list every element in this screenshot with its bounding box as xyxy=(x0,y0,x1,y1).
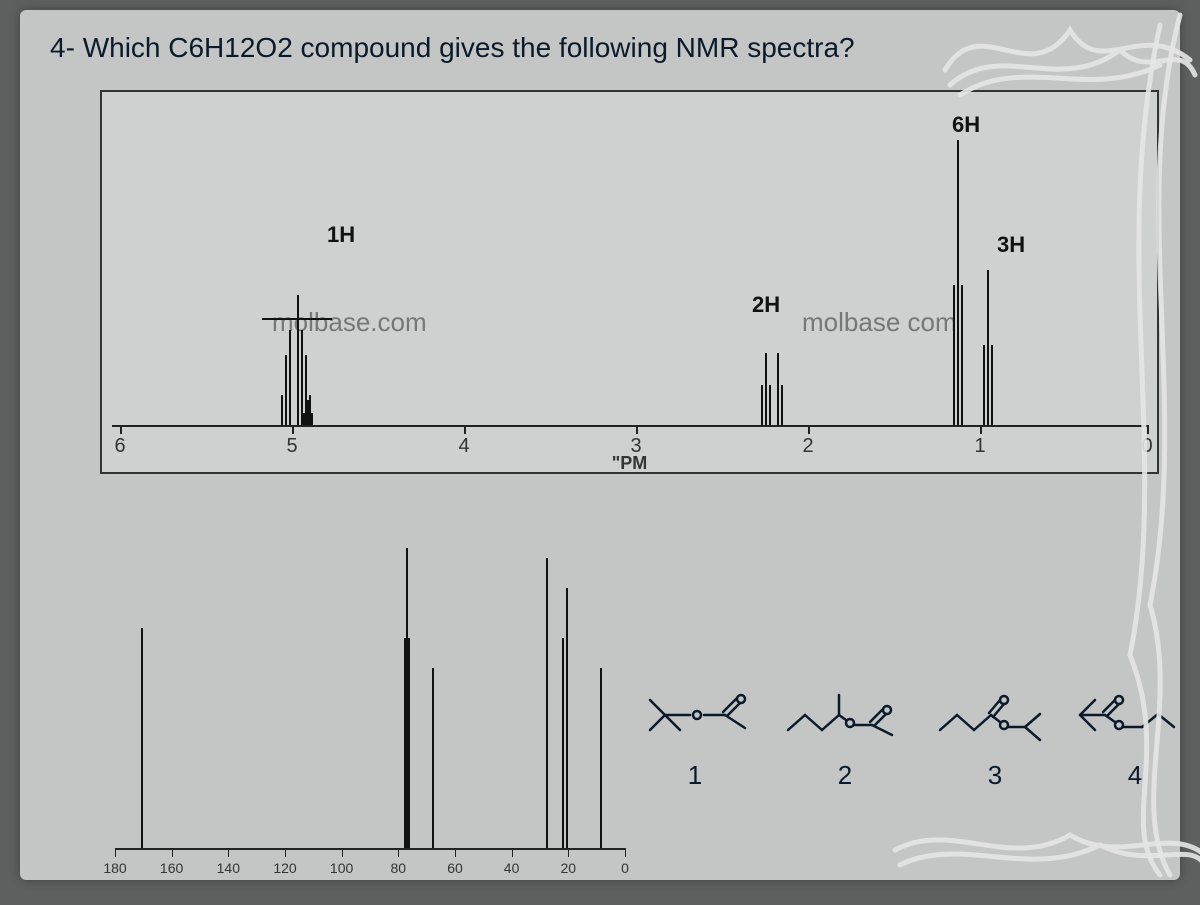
structure-2 xyxy=(780,670,910,750)
cnmr-tick xyxy=(228,848,229,857)
question-number: 4- xyxy=(50,32,75,63)
cnmr-tick xyxy=(398,848,399,857)
hnmr-axis-label: "PM xyxy=(612,453,648,474)
peak-label-1h: 1H xyxy=(327,222,355,248)
cnmr-tick xyxy=(568,848,569,857)
hnmr-peak-2h xyxy=(760,353,784,425)
hnmr-tick-label: 4 xyxy=(458,435,469,458)
hnmr-tick xyxy=(464,425,466,434)
cnmr-tick xyxy=(285,848,286,857)
answer-number-1: 1 xyxy=(630,760,760,791)
hnmr-tick xyxy=(120,425,122,434)
multiplet-underline xyxy=(262,318,332,320)
peak-label-6h: 6H xyxy=(952,112,980,138)
hnmr-peak-6h xyxy=(952,140,964,425)
cnmr-baseline xyxy=(115,848,625,850)
cnmr-tick-label: 60 xyxy=(447,860,463,876)
cnmr-tick-label: 180 xyxy=(103,860,126,876)
cnmr-spectrum: 180 160 140 120 100 80 60 40 20 0 xyxy=(115,490,625,880)
page: 4- Which C6H12O2 compound gives the foll… xyxy=(20,10,1180,880)
hnmr-tick-label: 6 xyxy=(114,435,125,458)
question-text: 4- Which C6H12O2 compound gives the foll… xyxy=(50,32,855,64)
cnmr-peak xyxy=(404,638,406,848)
cnmr-peak xyxy=(562,638,564,848)
question-body: Which C6H12O2 compound gives the followi… xyxy=(83,32,855,63)
cnmr-peak xyxy=(408,638,410,848)
hnmr-tick xyxy=(636,425,638,434)
cnmr-peak xyxy=(432,668,434,848)
cnmr-tick-label: 140 xyxy=(217,860,240,876)
cnmr-tick xyxy=(455,848,456,857)
hnmr-tick xyxy=(808,425,810,434)
scribble-right xyxy=(980,5,1200,905)
scribble-bottom xyxy=(890,810,1200,890)
cnmr-tick-label: 40 xyxy=(504,860,520,876)
cnmr-tick xyxy=(625,848,626,857)
hnmr-impurity xyxy=(302,400,314,425)
hnmr-tick-label: 2 xyxy=(802,435,813,458)
cnmr-tick xyxy=(512,848,513,857)
hnmr-tick-label: 5 xyxy=(286,435,297,458)
answer-number-2: 2 xyxy=(780,760,910,791)
cnmr-tick-label: 0 xyxy=(621,860,629,876)
watermark: molbase com xyxy=(802,307,957,338)
cnmr-tick xyxy=(115,848,116,857)
cnmr-tick-label: 20 xyxy=(561,860,577,876)
cnmr-peak xyxy=(141,628,143,848)
cnmr-tick xyxy=(172,848,173,857)
cnmr-tick-label: 100 xyxy=(330,860,353,876)
structure-1 xyxy=(630,670,760,750)
peak-label-2h: 2H xyxy=(752,292,780,318)
cnmr-peak xyxy=(546,558,548,848)
cnmr-tick-label: 160 xyxy=(160,860,183,876)
hnmr-tick xyxy=(292,425,294,434)
cnmr-tick-label: 80 xyxy=(391,860,407,876)
cnmr-peak xyxy=(566,588,568,848)
cnmr-tick-label: 120 xyxy=(273,860,296,876)
cnmr-peak xyxy=(600,668,602,848)
cnmr-tick xyxy=(342,848,343,857)
